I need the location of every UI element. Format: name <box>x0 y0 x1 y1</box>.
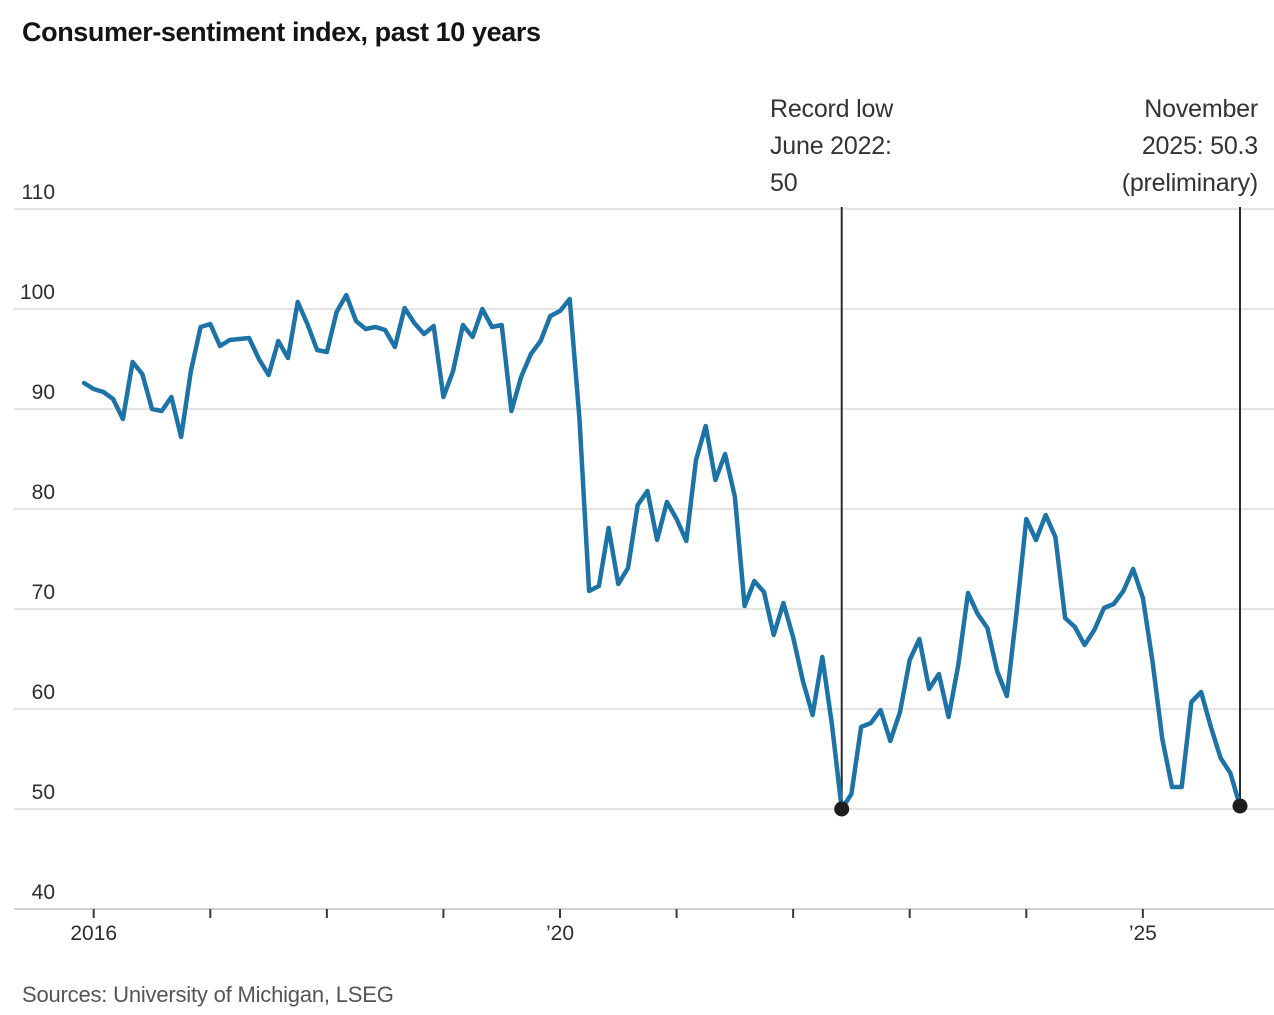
annotation-latest-line3: (preliminary) <box>1121 169 1259 197</box>
y-tick-label-50: 50 <box>31 781 55 804</box>
annotation-latest-line1: November <box>1144 95 1258 123</box>
annotation-record-low-line2: June 2022: <box>770 132 892 160</box>
y-tick-label-40: 40 <box>31 881 55 904</box>
annotation-record-low-line1: Record low <box>770 95 894 123</box>
annotation-record-low: Record low June 2022: 50 <box>770 91 893 202</box>
x-tick-label-2025: ’25 <box>1128 922 1157 945</box>
annotation-latest: November 2025: 50.3 (preliminary) <box>1121 91 1259 202</box>
y-tick-label-110: 110 <box>21 181 55 204</box>
source-attribution: Sources: University of Michigan, LSEG <box>22 982 394 1007</box>
y-tick-label-90: 90 <box>31 381 55 404</box>
x-tick-label-2020: ’20 <box>545 922 575 945</box>
annotation-dot-latest <box>1232 798 1248 814</box>
y-tick-label-100: 100 <box>19 281 55 304</box>
annotation-dot-record-low <box>834 801 850 817</box>
sentiment-line-series <box>81 292 1243 812</box>
chart-title: Consumer-sentiment index, past 10 years <box>22 17 541 47</box>
x-tick-label-2016: 2016 <box>70 922 118 945</box>
y-tick-label-70: 70 <box>31 581 55 604</box>
annotation-record-low-line3: 50 <box>770 169 798 197</box>
y-tick-label-60: 60 <box>31 681 55 704</box>
annotation-latest-line2: 2025: 50.3 <box>1141 132 1258 160</box>
y-tick-label-80: 80 <box>31 481 55 504</box>
